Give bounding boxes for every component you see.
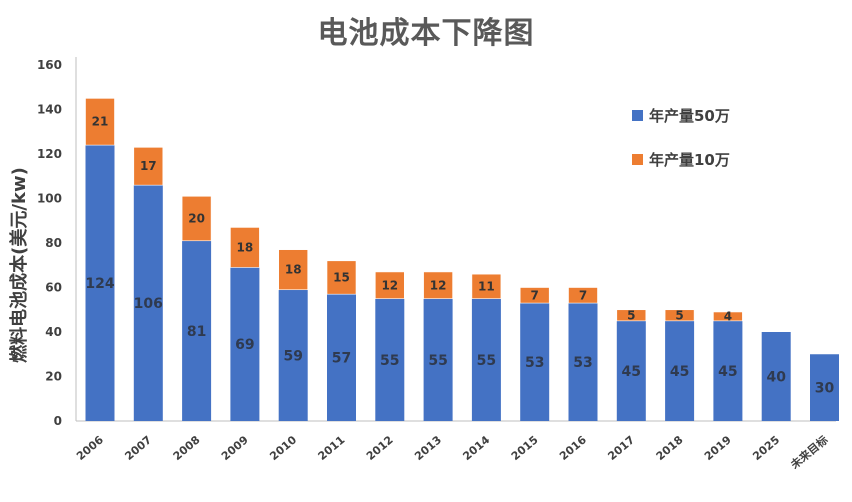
data-label-50w: 106: [134, 296, 163, 312]
y-tick-label: 100: [37, 192, 62, 206]
data-label-10w: 12: [381, 278, 398, 292]
x-tick-label: 2014: [461, 433, 493, 463]
x-tick-label: 2009: [219, 433, 251, 463]
y-tick-label: 80: [45, 236, 62, 250]
bar-50w: [471, 298, 501, 421]
bars: [85, 98, 839, 421]
data-label-10w: 15: [333, 270, 350, 284]
x-tick-label: 2011: [316, 433, 348, 463]
data-label-50w: 30: [815, 381, 835, 397]
bar-10w: [471, 273, 502, 299]
data-label-50w: 69: [235, 337, 254, 353]
value-labels: 1242110617812069185918571555125512551153…: [85, 115, 834, 397]
x-tick-label: 2025: [750, 433, 782, 463]
legend-label: 年产量10万: [649, 151, 730, 169]
y-tick-label: 160: [37, 58, 62, 72]
x-tick-label: 2007: [122, 433, 154, 463]
data-label-50w: 53: [573, 355, 592, 371]
bar-10w: [713, 311, 743, 322]
bar-10w: [326, 260, 357, 295]
bar-10w: [85, 98, 115, 146]
x-tick-label: 2019: [702, 433, 734, 463]
data-label-50w: 124: [85, 276, 114, 292]
data-label-50w: 45: [718, 364, 737, 380]
data-label-10w: 5: [627, 308, 635, 322]
bar-10w: [519, 287, 550, 304]
y-tick-label: 140: [37, 103, 62, 117]
x-tick-label: 2017: [605, 433, 637, 463]
x-tick-label: 2006: [74, 433, 106, 463]
data-label-50w: 40: [766, 370, 786, 386]
bar-50w: [761, 332, 791, 421]
data-label-50w: 55: [477, 353, 496, 369]
data-label-50w: 55: [428, 353, 447, 369]
bar-10w: [181, 195, 212, 242]
x-tick-label: 2012: [364, 433, 396, 463]
legend-swatch: [632, 110, 643, 121]
data-label-10w: 5: [675, 308, 683, 322]
bar-50w: [182, 240, 212, 421]
legend-swatch: [632, 154, 643, 165]
data-label-10w: 18: [285, 263, 302, 277]
data-label-10w: 4: [724, 309, 732, 323]
bar-50w: [133, 185, 163, 421]
data-label-10w: 7: [579, 288, 587, 302]
x-tick-label: 2013: [412, 433, 444, 463]
bar-50w: [568, 303, 598, 421]
y-tick-label: 0: [54, 414, 62, 428]
bar-50w: [230, 267, 260, 421]
x-tick-label: 2015: [509, 433, 541, 463]
x-tick-label: 2016: [557, 433, 589, 463]
y-tick-label: 20: [45, 370, 62, 384]
y-tick-label: 40: [45, 325, 62, 339]
x-tick-label: 未来目标: [787, 433, 830, 473]
bar-50w: [713, 320, 743, 421]
bar-50w: [520, 303, 550, 421]
data-label-10w: 21: [92, 115, 109, 129]
data-label-50w: 81: [187, 324, 206, 340]
bar-10w: [568, 287, 598, 304]
legend-label: 年产量50万: [649, 107, 730, 125]
data-label-50w: 59: [283, 348, 302, 364]
data-label-10w: 11: [478, 279, 495, 293]
bar-50w: [85, 145, 115, 421]
bar-10w: [133, 147, 164, 186]
data-label-50w: 53: [525, 355, 544, 371]
bar-10w: [616, 309, 647, 322]
bar-10w: [374, 271, 405, 299]
data-label-50w: 45: [670, 364, 689, 380]
data-label-10w: 20: [188, 212, 205, 226]
bar-50w: [810, 354, 839, 421]
bar-10w: [664, 309, 695, 322]
data-label-10w: 7: [531, 288, 539, 302]
x-tick-label: 2010: [267, 433, 299, 463]
y-tick-label: 120: [37, 147, 62, 161]
x-tick-label: 2008: [171, 433, 203, 463]
bar-50w: [375, 298, 405, 421]
bar-50w: [278, 289, 308, 421]
bar-10w: [230, 227, 260, 268]
bar-50w: [327, 294, 356, 421]
data-label-10w: 17: [140, 159, 157, 173]
bar-50w: [616, 320, 646, 421]
data-label-10w: 18: [237, 240, 254, 254]
y-tick-label: 60: [45, 281, 62, 295]
bar-50w: [665, 320, 695, 421]
data-label-10w: 12: [430, 278, 447, 292]
chart-title: 电池成本下降图: [317, 16, 535, 51]
bar-10w: [423, 271, 453, 299]
x-tick-label: 2018: [654, 433, 686, 463]
bar-50w: [423, 298, 453, 421]
bar-10w: [278, 249, 309, 291]
data-label-50w: 57: [332, 351, 351, 367]
data-label-50w: 55: [380, 353, 399, 369]
data-label-50w: 45: [622, 364, 641, 380]
